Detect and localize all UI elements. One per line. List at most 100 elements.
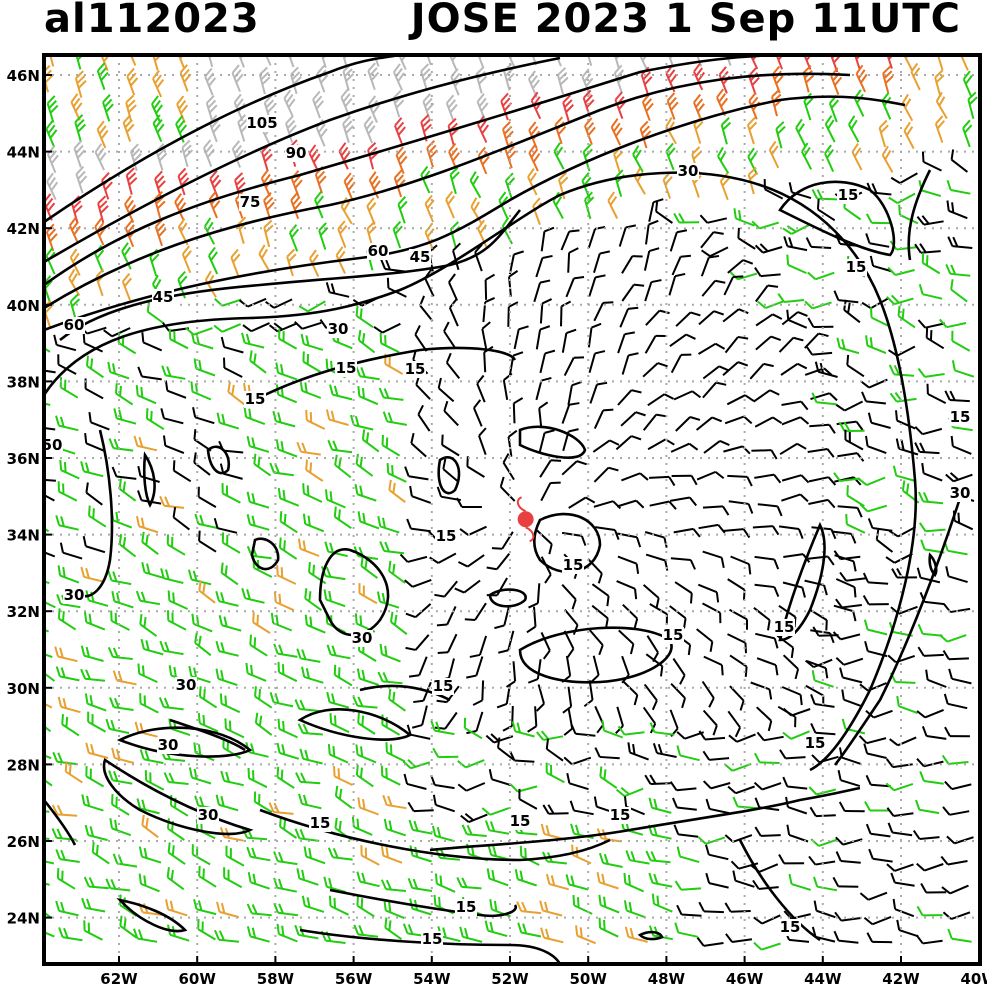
wind-barb	[944, 390, 970, 403]
wind-barb	[181, 245, 192, 274]
wind-barb	[275, 362, 298, 381]
wind-barb	[835, 400, 864, 412]
wind-barb	[809, 806, 836, 818]
wind-barb	[812, 876, 838, 892]
wind-barb	[705, 872, 729, 889]
wind-barb	[802, 65, 815, 93]
wind-barb	[338, 142, 351, 170]
wind-barb	[380, 879, 406, 892]
wind-barb	[406, 724, 431, 740]
wind-barb	[325, 489, 346, 509]
wind-barb	[141, 814, 159, 839]
wind-barb	[737, 227, 756, 250]
wind-barb	[298, 300, 326, 313]
wind-barb	[181, 139, 194, 168]
wind-barb	[355, 764, 374, 788]
wind-barb	[151, 55, 163, 71]
wind-barb	[111, 466, 137, 480]
contour-label: 75	[240, 193, 261, 211]
wind-barb	[649, 475, 676, 487]
wind-barb	[299, 748, 323, 765]
wind-barb	[951, 330, 971, 352]
contour-label-bg	[41, 437, 63, 454]
wind-barb	[751, 220, 779, 230]
contour-label-bg	[773, 619, 795, 636]
wind-barb	[832, 631, 861, 641]
wind-barb	[461, 824, 487, 837]
wind-barb	[729, 654, 748, 677]
wind-barb	[198, 530, 217, 553]
wind-barb	[352, 696, 378, 709]
wind-barb	[724, 902, 751, 913]
wind-barb	[166, 534, 186, 556]
wind-barb	[258, 244, 271, 272]
wind-barb	[861, 297, 889, 310]
lat-tick-label: 24N	[7, 910, 40, 928]
wind-barb	[655, 201, 673, 224]
wind-barb	[724, 415, 753, 425]
wind-barb	[82, 332, 104, 353]
wind-barb	[404, 466, 429, 481]
wind-barb	[273, 851, 298, 866]
wind-barb	[837, 452, 865, 462]
wind-barb	[97, 195, 109, 223]
contour-label: 15	[663, 626, 684, 644]
wind-barb	[916, 708, 944, 719]
lon-tick-label: 52W	[491, 970, 529, 988]
wind-barb	[755, 632, 779, 649]
wind-barb	[781, 400, 809, 411]
wind-barb	[191, 613, 213, 633]
wind-barb	[164, 380, 187, 399]
wind-barb	[294, 699, 320, 712]
wind-barb	[778, 525, 804, 539]
wind-barb	[253, 453, 272, 477]
wind-barb	[204, 67, 217, 96]
wind-barb	[540, 927, 564, 944]
wind-barb	[916, 862, 944, 872]
wind-barb	[614, 169, 625, 197]
wind-barb	[407, 801, 434, 813]
wind-barb	[218, 615, 242, 632]
wind-barb	[415, 374, 431, 400]
lat-tick-label: 26N	[7, 833, 40, 851]
wind-barb	[816, 199, 836, 222]
lat-tick-label: 38N	[7, 373, 40, 391]
wind-barb	[325, 282, 350, 298]
wind-barb	[188, 767, 212, 785]
wind-barb	[917, 646, 944, 657]
wind-barb	[361, 429, 380, 453]
wind-barb	[442, 458, 460, 483]
wind-barb	[194, 632, 212, 657]
wind-barb	[109, 818, 132, 837]
wind-barb	[484, 920, 508, 938]
wind-barb	[432, 747, 459, 759]
wind-barb	[839, 571, 867, 582]
contour-label: 15	[610, 806, 631, 824]
wind-barb	[540, 226, 555, 252]
wind-barb	[221, 483, 241, 504]
wind-barb	[113, 408, 137, 425]
wind-barb	[83, 876, 109, 890]
wind-barb	[545, 873, 569, 891]
wind-barb	[379, 541, 405, 555]
wind-barb	[74, 70, 87, 98]
wind-barb	[917, 624, 943, 637]
wind-barb	[223, 867, 243, 889]
wind-barb	[44, 878, 50, 886]
wind-barb	[305, 459, 324, 482]
storm-info-title: JOSE 2023 1 Sep 11UTC	[410, 0, 961, 42]
wind-barb	[947, 928, 972, 943]
wind-barb	[675, 416, 701, 432]
wind-barb	[494, 605, 511, 630]
wind-barb	[536, 529, 553, 555]
wind-barb	[845, 513, 866, 534]
wind-barb	[457, 759, 485, 769]
wind-barb	[96, 120, 109, 149]
wind-barb	[85, 482, 103, 506]
wind-barb	[786, 254, 807, 275]
wind-barb	[563, 708, 574, 736]
wind-barb	[138, 846, 162, 864]
wind-barb	[946, 835, 974, 845]
wind-barb	[329, 713, 350, 734]
wind-barb	[139, 749, 164, 765]
